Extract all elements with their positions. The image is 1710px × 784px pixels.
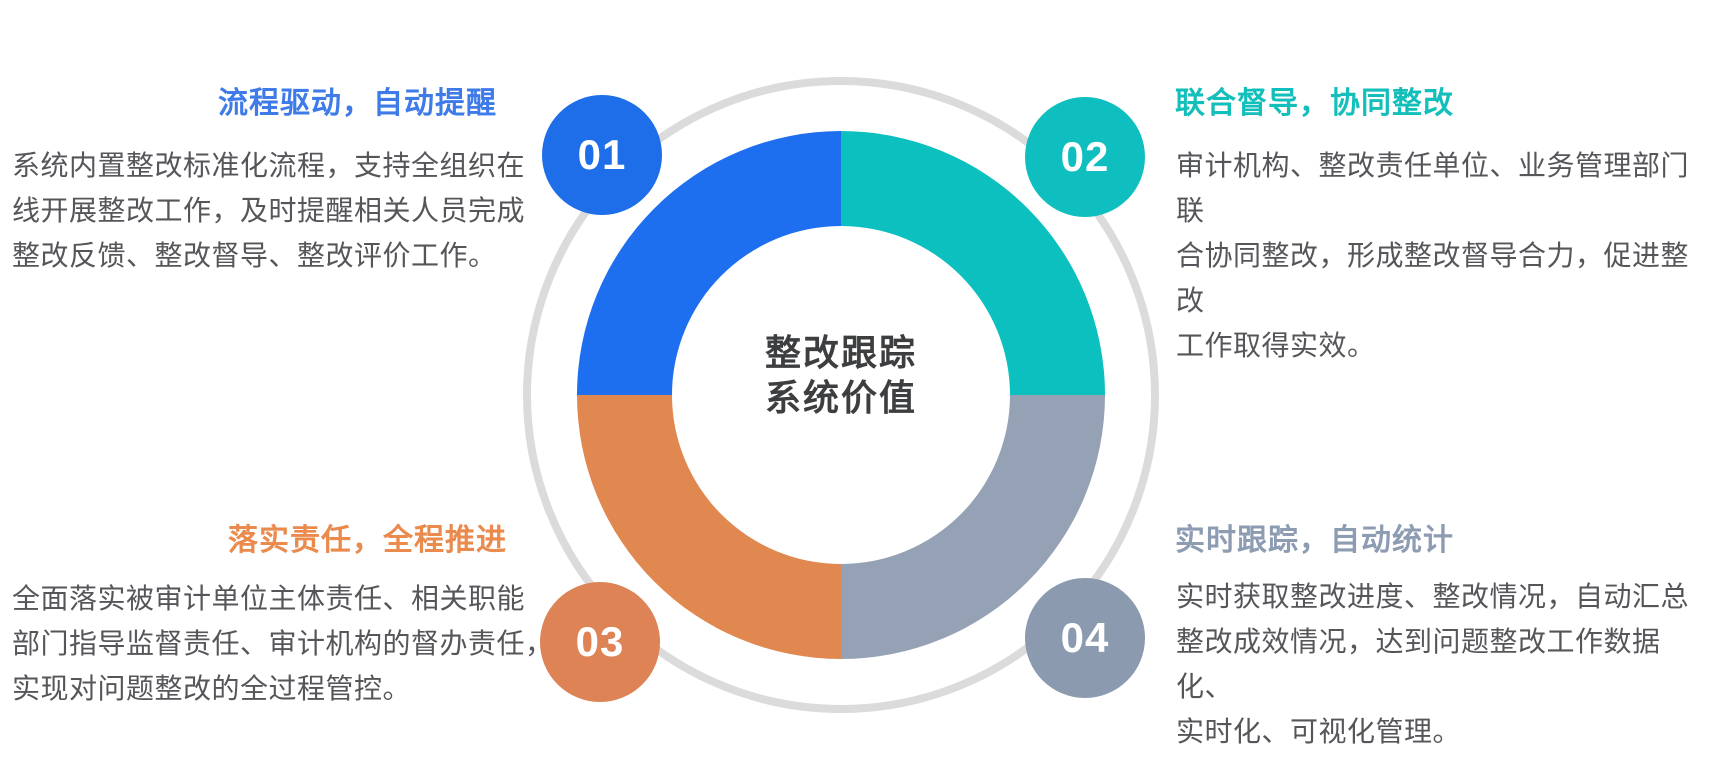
badge-02-number: 02 [1060,133,1110,180]
donut-segment-04 [841,395,1105,659]
badge-03: 03 [540,582,660,702]
badge-04: 04 [1025,578,1145,698]
section-03-title: 落实责任，全程推进 [228,524,507,557]
badge-01: 01 [542,95,662,215]
donut-segment-03 [577,395,841,659]
outer-ring [523,77,1159,713]
donut-center-label: 整改跟踪 系统价值 [764,332,917,418]
section-01-title: 流程驱动，自动提醒 [218,87,497,120]
section-03-body: 全面落实被审计单位主体责任、相关职能 部门指导监督责任、审计机构的督办责任， 实… [12,583,554,704]
badge-03-number: 03 [575,618,625,665]
badge-02: 02 [1025,97,1145,217]
section-01-body: 系统内置整改标准化流程，支持全组织在 线开展整改工作，及时提醒相关人员完成 整改… [12,150,526,271]
donut-segment-02 [841,131,1105,395]
section-04-body: 实时获取整改进度、整改情况，自动汇总 整改成效情况，达到问题整改工作数据化、 实… [1176,581,1690,747]
donut-segment-01 [577,131,841,395]
section-04-title: 实时跟踪，自动统计 [1175,524,1454,557]
section-02-title: 联合督导，协同整改 [1175,87,1454,120]
section-02-body: 审计机构、整改责任单位、业务管理部门联 合协同整改，形成整改督导合力，促进整改 … [1176,150,1690,361]
badge-04-number: 04 [1060,614,1110,661]
badge-01-number: 01 [577,131,627,178]
